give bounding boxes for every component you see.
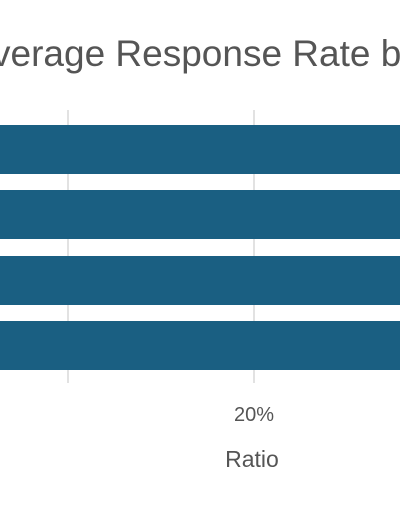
bar: [0, 321, 400, 370]
bar: [0, 190, 400, 239]
x-tick-label: 20%: [234, 404, 274, 426]
bars: [0, 125, 400, 370]
x-axis-label: Ratio: [225, 446, 279, 472]
chart-title: Average Response Rate by F: [0, 33, 400, 74]
bar: [0, 125, 400, 174]
x-axis-ticks: 20%30%: [234, 404, 274, 426]
bar: [0, 256, 400, 305]
